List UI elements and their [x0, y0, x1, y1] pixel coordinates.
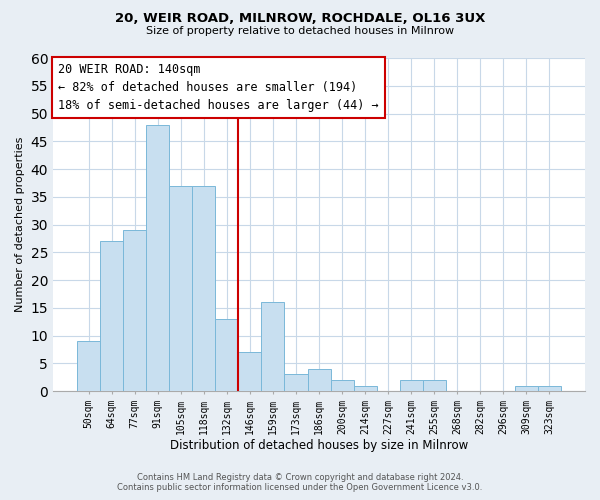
Bar — [284, 374, 308, 391]
Bar — [538, 386, 561, 391]
Y-axis label: Number of detached properties: Number of detached properties — [15, 137, 25, 312]
Bar — [422, 380, 446, 391]
Bar — [215, 319, 238, 391]
Bar — [238, 352, 262, 391]
Bar — [123, 230, 146, 391]
Text: Contains HM Land Registry data © Crown copyright and database right 2024.
Contai: Contains HM Land Registry data © Crown c… — [118, 473, 482, 492]
Bar — [400, 380, 422, 391]
Bar — [262, 302, 284, 391]
Bar — [515, 386, 538, 391]
Bar — [146, 124, 169, 391]
Bar — [331, 380, 353, 391]
Text: Size of property relative to detached houses in Milnrow: Size of property relative to detached ho… — [146, 26, 454, 36]
Bar — [100, 241, 123, 391]
Text: 20 WEIR ROAD: 140sqm
← 82% of detached houses are smaller (194)
18% of semi-deta: 20 WEIR ROAD: 140sqm ← 82% of detached h… — [58, 63, 379, 112]
Bar — [193, 186, 215, 391]
Bar — [77, 341, 100, 391]
Text: 20, WEIR ROAD, MILNROW, ROCHDALE, OL16 3UX: 20, WEIR ROAD, MILNROW, ROCHDALE, OL16 3… — [115, 12, 485, 26]
Bar — [353, 386, 377, 391]
X-axis label: Distribution of detached houses by size in Milnrow: Distribution of detached houses by size … — [170, 440, 468, 452]
Bar — [169, 186, 193, 391]
Bar — [308, 369, 331, 391]
